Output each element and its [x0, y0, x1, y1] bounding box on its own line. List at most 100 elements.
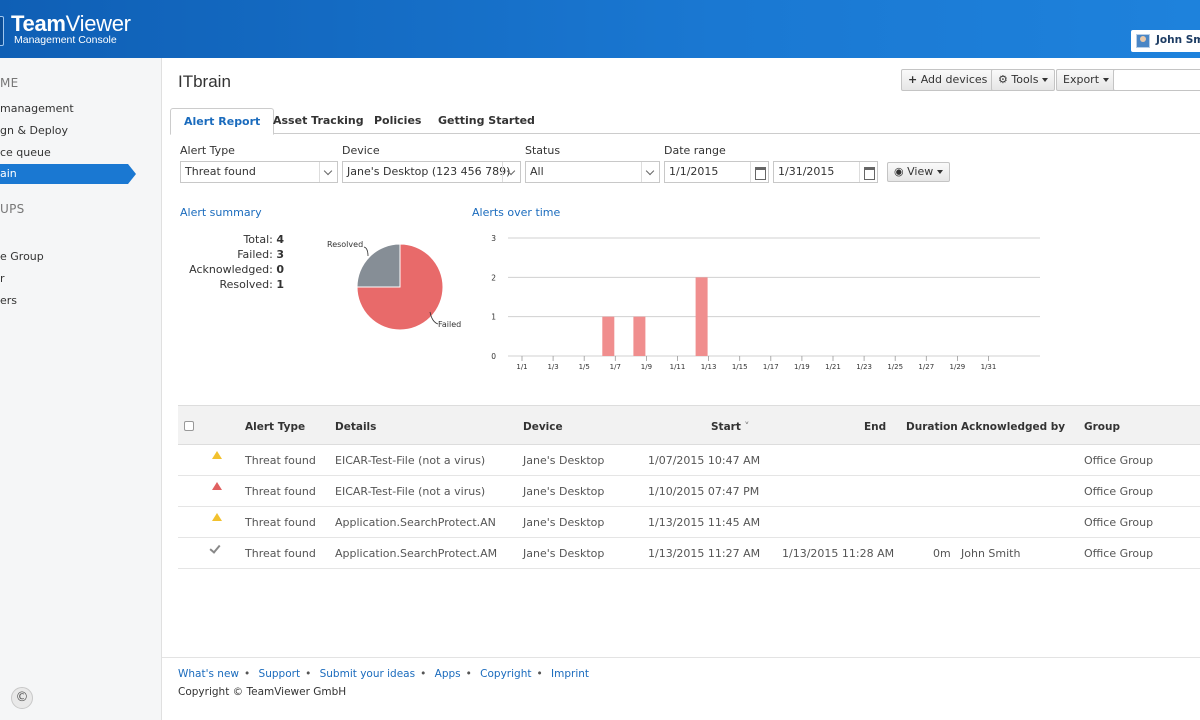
cell-group: Office Group [1084, 547, 1154, 560]
footer-link-apps[interactable]: Apps [434, 668, 461, 680]
alerts-over-time-title[interactable]: Alerts over time [472, 206, 561, 219]
cell-device: Jane's Desktop [523, 516, 605, 529]
alert-summary-title[interactable]: Alert summary [180, 206, 262, 219]
chevron-down-icon [502, 162, 520, 182]
x-tick-label: 1/15 [732, 363, 748, 371]
pie-leader-failed [429, 311, 439, 325]
sidebar-section-groups: UPS [0, 202, 25, 216]
chevron-down-icon [319, 162, 337, 182]
pie-slice-resolved [356, 243, 401, 288]
status-select[interactable]: All [525, 161, 660, 183]
calendar-icon[interactable] [859, 162, 877, 182]
sidebar-item-group-3[interactable]: ers [0, 294, 18, 307]
bar-1-7 [602, 316, 615, 356]
footer-link-imprint[interactable]: Imprint [551, 668, 590, 680]
tab-getting-started[interactable]: Getting Started [438, 114, 535, 127]
sidebar-item-itbrain[interactable]: ain [0, 164, 136, 184]
date-range-label: Date range [664, 144, 726, 157]
logo-title[interactable]: TeamViewer [11, 11, 131, 36]
sidebar-item-design-deploy[interactable]: gn & Deploy [0, 124, 69, 137]
cell-details: Application.SearchProtect.AN [335, 516, 496, 529]
col-end[interactable]: End [864, 421, 887, 433]
tab-asset-tracking[interactable]: Asset Tracking [273, 114, 364, 127]
cell-alert-type: Threat found [245, 454, 316, 467]
copyright-icon[interactable]: © [11, 687, 33, 709]
y-tick-label: 1 [491, 313, 496, 322]
pie-label-resolved: Resolved [327, 240, 363, 249]
sidebar-item-office-group[interactable]: e Group [0, 250, 44, 263]
caret-down-icon [937, 170, 944, 174]
user-menu[interactable]: John Sm [1131, 30, 1200, 52]
x-tick-label: 1/5 [579, 363, 590, 371]
table-row[interactable]: Threat found EICAR-Test-File (not a viru… [178, 445, 1200, 476]
cell-alert-type: Threat found [245, 485, 316, 498]
col-acknowledged-by[interactable]: Acknowledged by [961, 421, 1066, 433]
sort-chevron-icon: ˅ [740, 421, 750, 433]
col-device[interactable]: Device [523, 421, 563, 433]
x-tick-label: 1/23 [856, 363, 872, 371]
date-to-input[interactable]: 1/31/2015 [773, 161, 878, 183]
table-row[interactable]: Threat found Application.SearchProtect.A… [178, 538, 1200, 569]
alert-type-label: Alert Type [180, 144, 235, 157]
x-tick-label: 1/1 [516, 363, 527, 371]
sidebar-item-service-queue[interactable]: ce queue [0, 146, 51, 159]
user-name: John Sm [1156, 34, 1200, 46]
cell-details: EICAR-Test-File (not a virus) [335, 485, 486, 498]
footer-links: What's new • Support • Submit your ideas • … [178, 668, 590, 680]
tools-button[interactable]: ⚙ Tools [991, 69, 1056, 91]
cell-group: Office Group [1084, 516, 1154, 529]
summary-total: Total: 4 [243, 233, 284, 246]
warning-icon [212, 451, 222, 459]
eye-icon: ◉ [894, 165, 904, 178]
x-tick-label: 1/11 [670, 363, 686, 371]
warning-icon [212, 513, 222, 521]
sidebar-item-group-2[interactable]: r [0, 272, 5, 285]
footer-link-submit-ideas[interactable]: Submit your ideas [319, 668, 416, 680]
table-row[interactable]: Threat found Application.SearchProtect.A… [178, 507, 1200, 538]
table-header: Alert Type Details Device Start ˅ End Du… [178, 405, 1200, 445]
x-tick-label: 1/27 [918, 363, 934, 371]
chevron-down-icon [641, 162, 659, 182]
caret-down-icon [1103, 78, 1110, 82]
error-icon [212, 482, 222, 490]
view-button[interactable]: ◉ View [887, 162, 951, 182]
footer-divider [162, 657, 1200, 658]
col-details[interactable]: Details [335, 421, 377, 433]
cell-group: Office Group [1084, 454, 1154, 467]
cell-group: Office Group [1084, 485, 1154, 498]
logo-subtitle: Management Console [14, 34, 117, 46]
summary-acknowledged: Acknowledged: 0 [189, 263, 284, 276]
col-duration[interactable]: Duration [906, 421, 958, 433]
cell-start: 1/13/2015 11:27 AM [648, 547, 761, 560]
plus-icon: + [908, 73, 918, 86]
x-tick-label: 1/31 [981, 363, 997, 371]
footer-copyright: Copyright © TeamViewer GmbH [178, 686, 347, 698]
cell-device: Jane's Desktop [523, 547, 605, 560]
table-row[interactable]: Threat found EICAR-Test-File (not a viru… [178, 476, 1200, 507]
summary-failed: Failed: 3 [237, 248, 284, 261]
export-button[interactable]: Export [1056, 69, 1117, 91]
col-group[interactable]: Group [1084, 421, 1121, 433]
search-input[interactable] [1113, 69, 1200, 91]
checkmark-icon [209, 542, 221, 554]
cell-details: EICAR-Test-File (not a virus) [335, 454, 486, 467]
footer-link-copyright[interactable]: Copyright [480, 668, 532, 680]
col-start[interactable]: Start ˅ [711, 421, 750, 433]
x-tick-label: 1/17 [763, 363, 779, 371]
add-devices-button[interactable]: + Add devices [901, 69, 995, 91]
y-tick-label: 0 [491, 352, 496, 361]
footer-link-whats-new[interactable]: What's new [178, 668, 239, 680]
tab-alert-report[interactable]: Alert Report [170, 108, 275, 135]
device-select[interactable]: Jane's Desktop (123 456 789) [342, 161, 521, 183]
alert-type-select[interactable]: Threat found [180, 161, 338, 183]
col-alert-type[interactable]: Alert Type [245, 421, 306, 433]
sidebar-item-management[interactable]: management [0, 102, 74, 115]
cell-start: 1/10/2015 07:47 PM [648, 485, 760, 498]
caret-down-icon [1042, 78, 1049, 82]
footer-link-support[interactable]: Support [258, 668, 301, 680]
calendar-icon[interactable] [750, 162, 768, 182]
cell-device: Jane's Desktop [523, 485, 605, 498]
tab-policies[interactable]: Policies [374, 114, 422, 127]
select-all-checkbox[interactable] [184, 421, 194, 431]
date-from-input[interactable]: 1/1/2015 [664, 161, 769, 183]
